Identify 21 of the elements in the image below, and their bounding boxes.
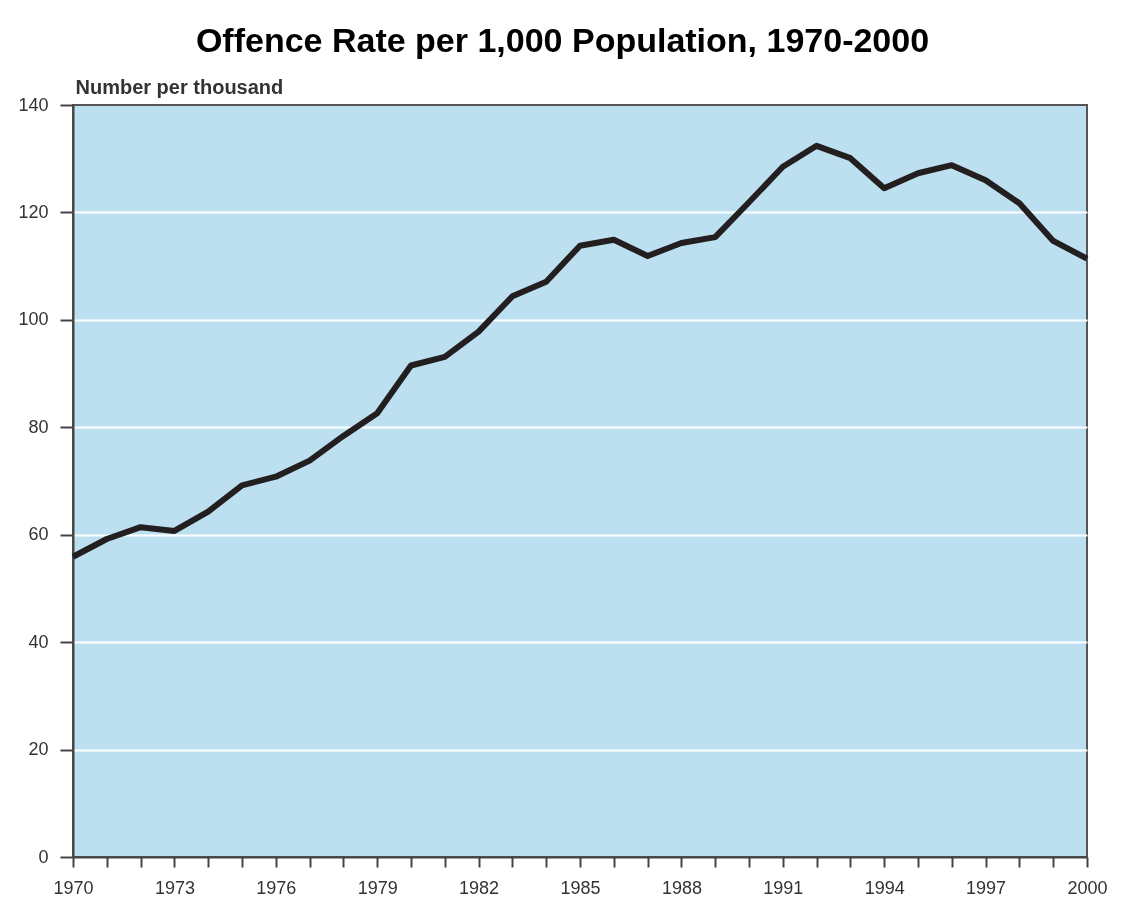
y-tick-label: 40 <box>28 631 49 652</box>
y-tick-label: 20 <box>28 739 49 760</box>
y-tick-label: 60 <box>28 524 49 545</box>
x-tick-label: 1997 <box>966 877 1007 898</box>
y-axis-title: Number per thousand <box>75 75 284 98</box>
y-tick-label: 100 <box>18 309 49 330</box>
chart-title: Offence Rate per 1,000 Population, 1970-2000 <box>195 21 930 59</box>
x-tick-label: 1991 <box>763 877 804 898</box>
x-tick-label: 1994 <box>864 877 905 898</box>
x-tick-label: 1979 <box>357 877 398 898</box>
y-tick-label: 120 <box>18 201 49 222</box>
x-tick-label: 1970 <box>53 877 94 898</box>
y-tick-label: 80 <box>28 416 49 437</box>
y-tick-label: 140 <box>18 94 49 115</box>
x-tick-label: 1976 <box>256 877 297 898</box>
x-tick-label: 1982 <box>459 877 500 898</box>
x-tick-label: 1988 <box>661 877 702 898</box>
x-tick-label: 1973 <box>154 877 195 898</box>
x-tick-label: 1985 <box>560 877 601 898</box>
y-tick-label: 0 <box>38 846 49 867</box>
x-tick-label: 2000 <box>1067 877 1108 898</box>
